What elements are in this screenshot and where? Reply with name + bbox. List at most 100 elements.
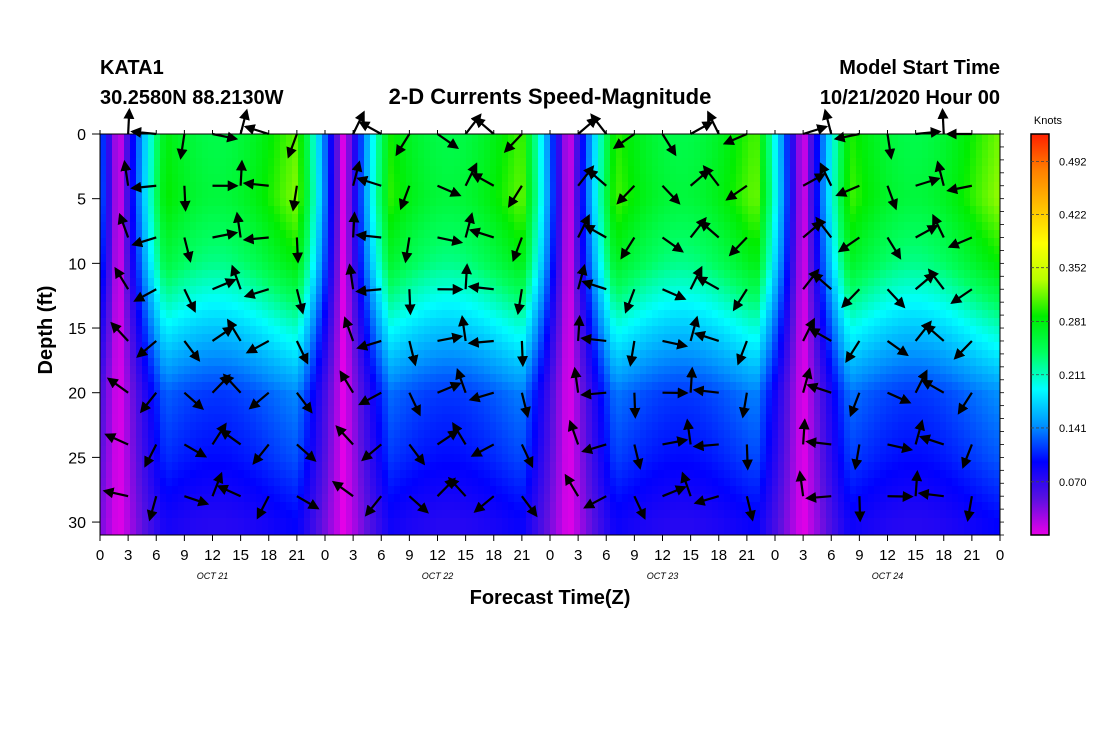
heatmap-cell <box>430 326 437 335</box>
heatmap-cell <box>124 526 131 535</box>
heatmap-cell <box>604 486 611 495</box>
heatmap-cell <box>268 358 275 367</box>
heatmap-cell <box>556 382 563 391</box>
heatmap-cell <box>328 166 335 175</box>
heatmap-cell <box>244 406 251 415</box>
heatmap-cell <box>136 406 143 415</box>
heatmap-cell <box>238 526 245 535</box>
heatmap-cell <box>556 374 563 383</box>
heatmap-cell <box>610 470 617 479</box>
heatmap-cell <box>526 446 533 455</box>
heatmap-cell <box>382 438 389 447</box>
heatmap-cell <box>286 406 293 415</box>
heatmap-cell <box>172 222 179 231</box>
heatmap-cell <box>190 262 197 271</box>
heatmap-cell <box>412 438 419 447</box>
heatmap-cell <box>412 254 419 263</box>
heatmap-cell <box>274 198 281 207</box>
heatmap-cell <box>208 318 215 327</box>
heatmap-cell <box>544 518 551 527</box>
heatmap-cell <box>406 222 413 231</box>
heatmap-cell <box>568 438 575 447</box>
heatmap-cell <box>676 334 683 343</box>
heatmap-cell <box>532 246 539 255</box>
heatmap-cell <box>148 358 155 367</box>
heatmap-cell <box>142 238 149 247</box>
heatmap-cell <box>208 142 215 151</box>
heatmap-cell <box>508 310 515 319</box>
heatmap-cell <box>670 446 677 455</box>
heatmap-cell <box>130 486 137 495</box>
heatmap-cell <box>538 190 545 199</box>
heatmap-cell <box>166 326 173 335</box>
heatmap-cell <box>514 342 521 351</box>
heatmap-cell <box>544 502 551 511</box>
heatmap-cell <box>202 190 209 199</box>
heatmap-cell <box>166 254 173 263</box>
heatmap-cell <box>268 430 275 439</box>
heatmap-cell <box>238 454 245 463</box>
heatmap-cell <box>370 462 377 471</box>
heatmap-cell <box>574 174 581 183</box>
heatmap-cell <box>478 198 485 207</box>
heatmap-cell <box>436 254 443 263</box>
heatmap-cell <box>520 142 527 151</box>
heatmap-cell <box>526 150 533 159</box>
heatmap-cell <box>328 350 335 359</box>
heatmap-cell <box>430 262 437 271</box>
heatmap-cell <box>574 342 581 351</box>
heatmap-cell <box>118 398 125 407</box>
heatmap-cell <box>478 350 485 359</box>
heatmap-cell <box>502 502 509 511</box>
heatmap-cell <box>454 262 461 271</box>
heatmap-cell <box>388 158 395 167</box>
heatmap-cell <box>628 518 635 527</box>
heatmap-cell <box>202 486 209 495</box>
heatmap-cell <box>292 182 299 191</box>
heatmap-cell <box>202 310 209 319</box>
heatmap-cell <box>622 438 629 447</box>
heatmap-cell <box>220 478 227 487</box>
heatmap-cell <box>448 350 455 359</box>
heatmap-cell <box>412 134 419 143</box>
heatmap-cell <box>280 478 287 487</box>
heatmap-cell <box>250 518 257 527</box>
heatmap-cell <box>514 366 521 375</box>
heatmap-cell <box>370 270 377 279</box>
heatmap-cell <box>598 286 605 295</box>
heatmap-cell <box>268 190 275 199</box>
heatmap-cell <box>106 182 113 191</box>
heatmap-cell <box>640 222 647 231</box>
heatmap-cell <box>292 366 299 375</box>
heatmap-cell <box>340 302 347 311</box>
heatmap-cell <box>370 510 377 519</box>
heatmap-cell <box>442 390 449 399</box>
heatmap-cell <box>238 470 245 479</box>
heatmap-cell <box>352 502 359 511</box>
heatmap-cell <box>556 518 563 527</box>
heatmap-cell <box>370 222 377 231</box>
heatmap-cell <box>580 454 587 463</box>
heatmap-cell <box>106 518 113 527</box>
heatmap-cell <box>310 430 317 439</box>
heatmap-cell <box>622 270 629 279</box>
heatmap-cell <box>322 510 329 519</box>
heatmap-cell <box>616 366 623 375</box>
heatmap-cell <box>412 278 419 287</box>
heatmap-cell <box>214 286 221 295</box>
heatmap-cell <box>622 230 629 239</box>
heatmap-cell <box>118 358 125 367</box>
heatmap-cell <box>346 510 353 519</box>
heatmap-cell <box>196 182 203 191</box>
heatmap-cell <box>652 502 659 511</box>
heatmap-cell <box>670 462 677 471</box>
heatmap-cell <box>280 310 287 319</box>
heatmap-cell <box>574 486 581 495</box>
heatmap-cell <box>388 150 395 159</box>
heatmap-cell <box>550 166 557 175</box>
heatmap-cell <box>604 166 611 175</box>
heatmap-cell <box>460 142 467 151</box>
heatmap-cell <box>388 518 395 527</box>
heatmap-cell <box>628 382 635 391</box>
heatmap-cell <box>472 358 479 367</box>
